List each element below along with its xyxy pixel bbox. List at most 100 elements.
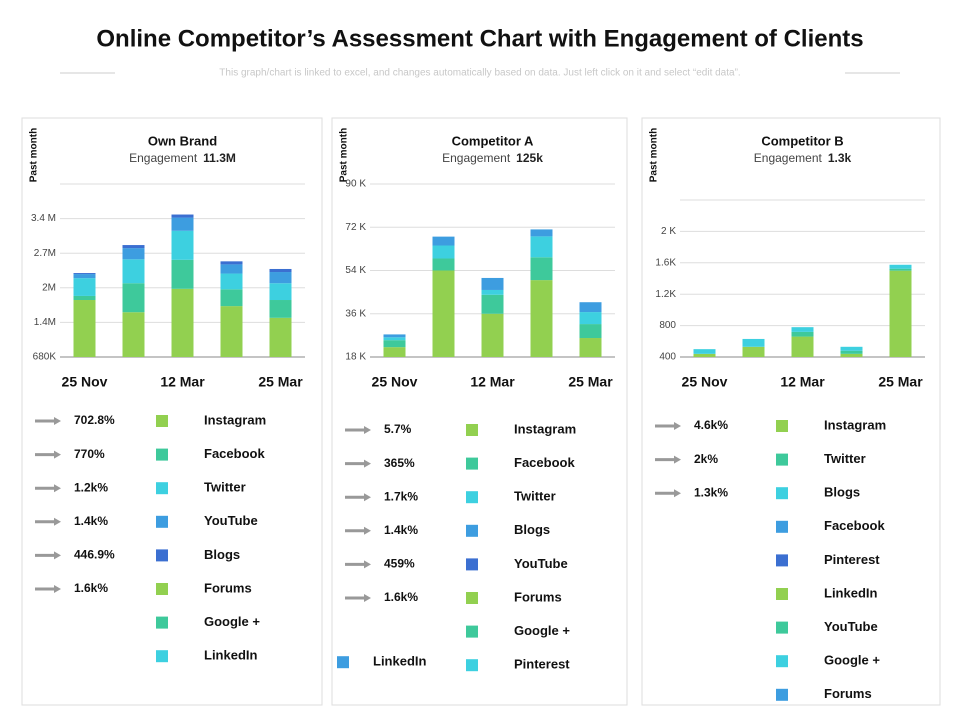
bar-segment <box>220 289 243 307</box>
y-tick-label: 1.2K <box>655 289 676 300</box>
bar-segment <box>840 346 863 351</box>
growth-label: 1.6k% <box>384 590 418 604</box>
bar-segment <box>171 214 194 218</box>
y-tick-label: 1.6K <box>655 257 676 268</box>
bar-segment <box>481 313 504 357</box>
legend-label: Google + <box>514 623 570 638</box>
arrow-head <box>54 484 61 493</box>
bar-segment <box>122 312 145 357</box>
arrow-head <box>364 594 371 602</box>
arrow-head <box>364 493 371 502</box>
engagement-value: 125k <box>516 151 543 165</box>
legend-label: Blogs <box>514 522 550 537</box>
arrow-head <box>54 551 61 560</box>
legend-label: Twitter <box>824 451 866 466</box>
legend-label: Facebook <box>514 455 575 470</box>
bar-segment <box>73 274 96 279</box>
bar-segment <box>579 338 602 357</box>
arrow-head <box>674 489 681 498</box>
growth-label: 1.4k% <box>384 523 418 537</box>
growth-label: 459% <box>384 557 415 571</box>
bar-segment <box>383 337 406 341</box>
y-tick-label: 3.4 M <box>31 213 56 224</box>
bar-segment <box>530 229 553 237</box>
x-tick-label: 12 Mar <box>160 374 205 390</box>
bar-segment <box>481 277 504 290</box>
legend-swatch <box>466 424 478 436</box>
legend-swatch <box>156 650 168 663</box>
legend-swatch <box>776 520 788 533</box>
legend-label: Pinterest <box>514 657 570 672</box>
bar-segment <box>73 273 96 275</box>
chart-title: Own Brand <box>148 133 217 148</box>
bar-segment <box>481 294 504 314</box>
growth-label: 1.4k% <box>74 514 108 528</box>
x-tick-label: 25 Nov <box>62 374 108 390</box>
legend-label: Blogs <box>824 485 860 500</box>
legend-swatch <box>337 656 349 669</box>
legend-swatch <box>776 688 788 701</box>
bar-segment <box>432 258 455 271</box>
engagement: Engagement 125k <box>442 151 543 165</box>
legend-label: Twitter <box>204 480 246 495</box>
bar-segment <box>432 270 455 357</box>
legend-label: Blogs <box>204 547 240 562</box>
legend-label: YouTube <box>204 513 258 528</box>
bar-segment <box>693 353 716 357</box>
bar-segment <box>122 245 145 249</box>
arrow-head <box>674 455 681 464</box>
legend-swatch <box>156 616 168 629</box>
x-tick-label: 25 Nov <box>372 374 418 390</box>
bar-segment <box>889 264 912 269</box>
y-tick-label: 18 K <box>345 352 366 363</box>
bar-segment <box>73 278 96 296</box>
legend-label: Facebook <box>824 518 885 533</box>
arrow-head <box>54 450 61 459</box>
x-tick-label: 12 Mar <box>470 374 515 390</box>
y-tick-label: 54 K <box>345 265 366 276</box>
legend-label: Pinterest <box>824 552 880 567</box>
legend-swatch <box>156 549 168 562</box>
chart-title: Competitor A <box>452 133 534 148</box>
bar-segment <box>73 295 96 301</box>
legend-swatch <box>156 583 168 595</box>
legend-label: YouTube <box>824 619 878 634</box>
legend-swatch <box>776 453 788 466</box>
panel <box>331 117 628 706</box>
bar-segment <box>742 346 765 357</box>
bar-segment <box>171 288 194 357</box>
bar-segment <box>579 302 602 313</box>
legend-swatch <box>156 515 168 528</box>
y-axis-label: Past month <box>339 128 350 182</box>
bar-segment <box>269 300 292 318</box>
bar-segment <box>220 273 243 290</box>
legend-swatch <box>156 448 168 461</box>
bar-segment <box>530 257 553 281</box>
bar-segment <box>791 327 814 332</box>
y-tick-label: 72 K <box>345 222 366 233</box>
legend-label: Forums <box>204 580 252 595</box>
growth-label: 770% <box>74 447 105 461</box>
bar-segment <box>171 217 194 231</box>
engagement-label: Engagement <box>129 151 198 165</box>
y-tick-label: 2 K <box>661 226 676 237</box>
bar-segment <box>791 336 814 357</box>
x-tick-label: 25 Mar <box>258 374 303 390</box>
bar-segment <box>383 334 406 338</box>
legend-label: Facebook <box>204 446 265 461</box>
legend-label: LinkedIn <box>204 648 258 663</box>
growth-label: 5.7% <box>384 422 412 436</box>
bar-segment <box>122 248 145 260</box>
arrow-head <box>54 417 61 425</box>
bar-segment <box>220 264 243 274</box>
arrow-head <box>364 560 371 569</box>
bar-segment <box>579 312 602 325</box>
bar-segment <box>889 268 912 271</box>
x-tick-label: 12 Mar <box>780 374 825 390</box>
bar-segment <box>220 306 243 357</box>
engagement: Engagement 11.3M <box>129 151 236 165</box>
panel <box>641 117 941 706</box>
growth-label: 365% <box>384 456 415 470</box>
legend-swatch <box>156 482 168 495</box>
